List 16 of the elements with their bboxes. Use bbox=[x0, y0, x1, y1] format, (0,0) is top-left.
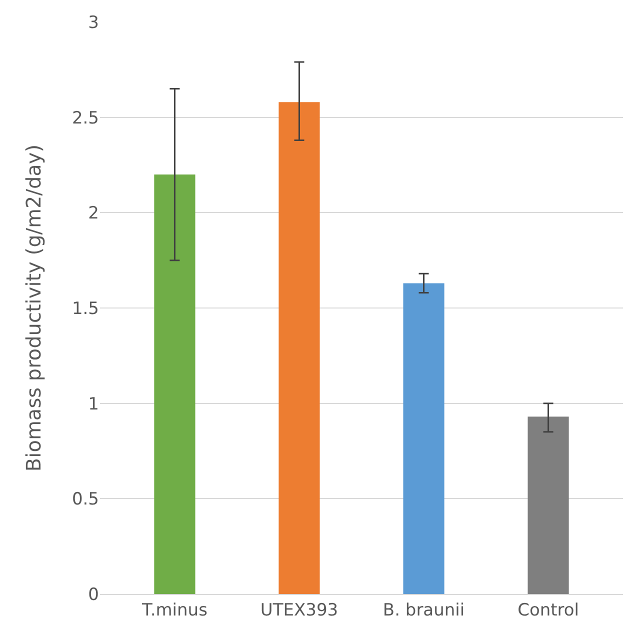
y-tick-label: 0.5 bbox=[72, 490, 99, 510]
y-tick-label: 1.5 bbox=[72, 298, 99, 319]
y-tick-label: 1 bbox=[88, 394, 99, 414]
bar bbox=[528, 416, 569, 594]
x-tick-label: Control bbox=[518, 600, 580, 620]
y-tick-label: 0 bbox=[88, 584, 99, 605]
x-tick-label: UTEX393 bbox=[260, 600, 338, 620]
bar bbox=[154, 174, 196, 594]
bar bbox=[278, 102, 320, 594]
y-tick-label: 2.5 bbox=[72, 108, 99, 128]
x-tick-label: B. braunii bbox=[382, 600, 465, 620]
y-tick-label: 2 bbox=[88, 204, 99, 224]
x-tick-label: T.minus bbox=[140, 600, 208, 620]
bar bbox=[403, 283, 444, 594]
y-tick-label: 3 bbox=[88, 12, 99, 33]
y-axis-title: Biomass productivity (g/m2/day) bbox=[21, 144, 46, 472]
